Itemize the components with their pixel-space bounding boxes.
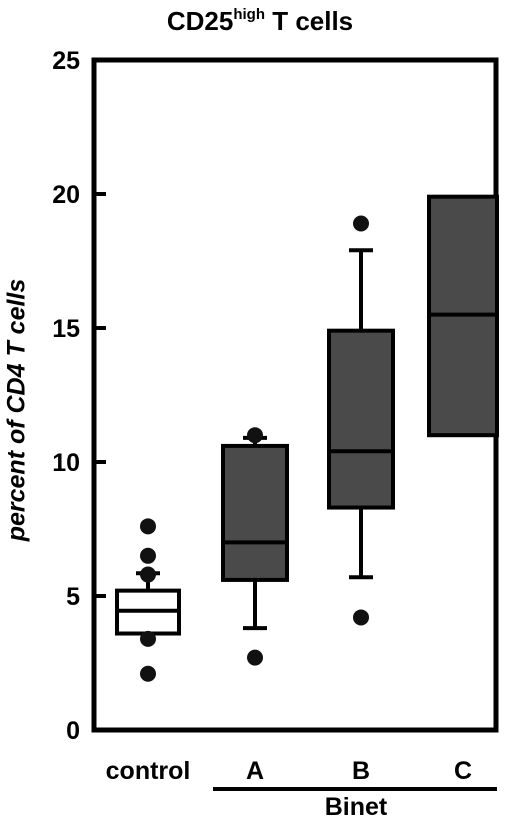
x-category-label-C: C bbox=[454, 757, 472, 785]
box-group-C bbox=[427, 194, 499, 438]
chart-title-superscript: high bbox=[233, 6, 265, 23]
y-tick-label-25: 25 bbox=[52, 47, 80, 75]
outlier-point-B-1 bbox=[353, 609, 369, 626]
outlier-point-control-0 bbox=[140, 518, 156, 535]
x-category-label-B: B bbox=[352, 757, 370, 785]
y-tick-label-0: 0 bbox=[66, 717, 80, 745]
outlier-point-A-0 bbox=[247, 427, 263, 444]
x-category-label-control: control bbox=[106, 757, 191, 785]
x-category-label-A: A bbox=[246, 757, 264, 785]
chart-title-main: CD25 bbox=[166, 6, 234, 36]
box-A bbox=[221, 443, 289, 582]
y-tick-label-20: 20 bbox=[52, 181, 80, 209]
outlier-point-B-0 bbox=[353, 215, 369, 232]
box-group-B bbox=[327, 215, 395, 626]
outlier-point-A-1 bbox=[247, 649, 263, 666]
outlier-point-control-4 bbox=[140, 665, 156, 682]
y-tick-label-5: 5 bbox=[66, 583, 80, 611]
group-label-binet: Binet bbox=[325, 793, 388, 821]
box-group-A bbox=[221, 427, 289, 666]
outlier-point-control-2 bbox=[140, 566, 156, 583]
y-tick-label-15: 15 bbox=[52, 315, 80, 343]
chart-title-rest: T cells bbox=[264, 6, 354, 36]
outlier-point-control-1 bbox=[140, 547, 156, 564]
outlier-point-control-3 bbox=[140, 630, 156, 647]
chart-title: CD25high T cells bbox=[0, 6, 520, 37]
box-group-control bbox=[115, 518, 181, 682]
box-B bbox=[327, 328, 395, 510]
y-tick-label-10: 10 bbox=[52, 449, 80, 477]
